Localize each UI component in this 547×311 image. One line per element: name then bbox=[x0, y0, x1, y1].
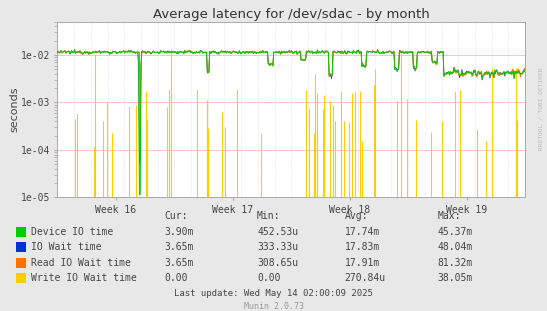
Text: RRDTOOL / TOBI OETIKER: RRDTOOL / TOBI OETIKER bbox=[538, 67, 543, 150]
Y-axis label: seconds: seconds bbox=[9, 87, 19, 132]
Text: 17.91m: 17.91m bbox=[345, 258, 380, 268]
Text: 3.65m: 3.65m bbox=[164, 242, 194, 252]
Text: Munin 2.0.73: Munin 2.0.73 bbox=[243, 302, 304, 311]
Text: 45.37m: 45.37m bbox=[438, 227, 473, 237]
Text: 17.74m: 17.74m bbox=[345, 227, 380, 237]
Text: 308.65u: 308.65u bbox=[257, 258, 298, 268]
Text: 38.05m: 38.05m bbox=[438, 273, 473, 283]
Text: Read IO Wait time: Read IO Wait time bbox=[31, 258, 131, 268]
Text: 3.90m: 3.90m bbox=[164, 227, 194, 237]
Text: 81.32m: 81.32m bbox=[438, 258, 473, 268]
Text: Write IO Wait time: Write IO Wait time bbox=[31, 273, 136, 283]
Text: 333.33u: 333.33u bbox=[257, 242, 298, 252]
Text: 48.04m: 48.04m bbox=[438, 242, 473, 252]
Text: 0.00: 0.00 bbox=[164, 273, 188, 283]
Text: Max:: Max: bbox=[438, 211, 461, 221]
Text: 17.83m: 17.83m bbox=[345, 242, 380, 252]
Text: Last update: Wed May 14 02:00:09 2025: Last update: Wed May 14 02:00:09 2025 bbox=[174, 290, 373, 298]
Text: 0.00: 0.00 bbox=[257, 273, 281, 283]
Text: Device IO time: Device IO time bbox=[31, 227, 113, 237]
Text: 452.53u: 452.53u bbox=[257, 227, 298, 237]
Text: Avg:: Avg: bbox=[345, 211, 368, 221]
Text: 270.84u: 270.84u bbox=[345, 273, 386, 283]
Text: Min:: Min: bbox=[257, 211, 281, 221]
Title: Average latency for /dev/sdac - by month: Average latency for /dev/sdac - by month bbox=[153, 7, 429, 21]
Text: 3.65m: 3.65m bbox=[164, 258, 194, 268]
Text: Cur:: Cur: bbox=[164, 211, 188, 221]
Text: IO Wait time: IO Wait time bbox=[31, 242, 101, 252]
